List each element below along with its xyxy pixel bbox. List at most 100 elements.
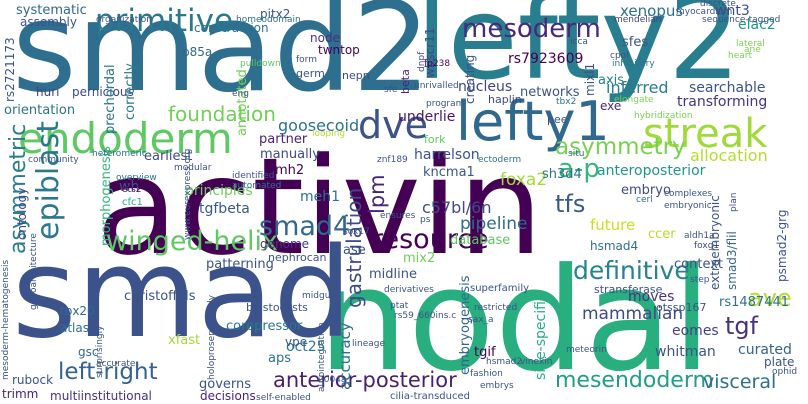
word-haplin: haplin (488, 93, 522, 106)
word-lateral: lateral (736, 39, 765, 49)
word-database: database (450, 233, 511, 248)
word-tbx2: tbx2 (556, 97, 577, 107)
word-stransferase: stransferase (594, 283, 663, 296)
word-mesoderm-hematogenesis: mesoderm-hematogenesis (1, 259, 11, 380)
word-mixl1: mixl1 (583, 62, 597, 96)
word-whitman: whitman (655, 344, 716, 360)
word-anterior-posterior: anterior-posterior (273, 368, 457, 392)
word-ase: ase (343, 243, 366, 258)
word-inferred: inferred (606, 78, 669, 97)
word-dve: dve (358, 103, 428, 147)
word-rubock: rubock (12, 373, 54, 387)
word-assembly: assembly (20, 15, 77, 29)
word-fork: fork (424, 133, 446, 146)
word-corepressor: corepressor (226, 319, 303, 334)
word-mh2: mh2 (275, 163, 305, 178)
word-ps: ps (420, 215, 431, 225)
word-allocation: allocation (690, 146, 768, 165)
word-rs1487441: rs1487441 (719, 295, 790, 310)
word-creating: creating (463, 54, 477, 104)
word-blastocysts: blastocysts (246, 301, 308, 314)
word-ptat: ptat (390, 301, 409, 311)
word-resource: resource (372, 224, 489, 255)
word-2004a: 2004a (318, 375, 347, 385)
word-midgut: midgut (302, 291, 334, 301)
word-cpol: cpol (610, 51, 629, 61)
word-smad: smad (12, 222, 353, 366)
word-tgif: tgif (474, 345, 496, 360)
word-trimm: trimm (2, 387, 39, 401)
word-curated: curated (738, 342, 792, 358)
word-eomes: eomes (672, 323, 719, 339)
word-looping: looping (312, 129, 346, 139)
word-lineage: lineage (352, 339, 386, 349)
word-endoderm: endoderm (18, 114, 233, 163)
word-xfast: xfast (168, 333, 201, 348)
word-midline: midline (369, 267, 417, 282)
word-moves: moves (628, 289, 675, 305)
word-discrete: discrete (700, 0, 736, 9)
word-morphogenesis: morphogenesis (99, 145, 114, 246)
word-pee: pee (547, 113, 568, 126)
word-hybridization: hybridization (634, 111, 693, 121)
word-program: program (426, 99, 465, 109)
word-cerl: cerl (636, 195, 653, 205)
word-orientation: orientation (4, 103, 76, 118)
word-genome: genome (260, 237, 310, 251)
word-rs2721173: rs2721173 (3, 37, 17, 102)
word-tgfbeta: tgfbeta (199, 201, 250, 217)
word-c57bl-6n: c57bl/6n (422, 198, 492, 217)
word-inhibitory: inhibitory (612, 59, 655, 69)
word-partner: partner (259, 132, 308, 147)
word-node: node (310, 31, 340, 45)
word-construction: construction (194, 21, 269, 35)
word-pitx2: pitx2 (260, 7, 291, 21)
word-prechordal: prechordal (103, 64, 118, 134)
word-accurate: accurate (96, 359, 136, 369)
word-automated: automated (232, 181, 282, 191)
word-huri: huri (36, 85, 60, 99)
word-beta: beta (399, 69, 412, 94)
word-cfc1: cfc1 (122, 197, 143, 208)
word-oct25: oct25 (286, 339, 326, 355)
word-complexes: complexes (664, 189, 713, 199)
word-winged-helix: winged-helix (106, 226, 279, 257)
word-earliest: earliest (144, 149, 193, 164)
word-anteroposterior: anteroposterior (597, 163, 706, 179)
word-ane: ane (744, 45, 761, 55)
word-autointegration: autointegration (317, 322, 327, 392)
word-rs59: rs59_660ins.c (394, 311, 457, 321)
word-homeodomain: homeodomain (236, 15, 301, 25)
word-mesendoderm: mesendoderm (555, 368, 714, 393)
word-modular: modular (174, 163, 212, 173)
word-context: context (674, 257, 723, 272)
word-otssp167: otssp167 (656, 301, 707, 314)
word-foxa2: foxa2 (500, 170, 548, 190)
word-ontology: ontology (15, 187, 29, 240)
word-mammalian: mammalian (582, 304, 684, 324)
word-principles: principles (185, 183, 253, 199)
word-atlas: atlas (60, 321, 89, 335)
word-rs7923609: rs7923609 (508, 51, 584, 67)
word-multiinstitutional: multiinstitutional (50, 389, 152, 403)
word-situ: situ (568, 149, 585, 159)
word-elongate: elongate (614, 95, 654, 105)
word-community: community (28, 155, 79, 165)
word-lpm: lpm (365, 174, 389, 214)
word-vpe: vpe (285, 335, 308, 349)
word-tfs: tfs (555, 190, 586, 218)
word-self-enabled: self-enabled (256, 393, 311, 403)
word-sox17: sox17 (343, 227, 370, 237)
word-www-eurexpress-org: www.eurexpress.org (183, 148, 193, 240)
word-icca: icca (570, 37, 588, 47)
word-definitive: definitive (573, 256, 690, 285)
word-nodal: nodal (318, 238, 712, 403)
word-eng: eng (232, 89, 249, 99)
word-nucleus: nucleus (458, 79, 513, 95)
word-meh1: meh1 (300, 189, 341, 205)
word-mendelian: mendelian (614, 15, 662, 25)
word-unrivalled: unrivalled (414, 81, 459, 91)
word-fashion: fashion (470, 369, 503, 379)
word-xenopus: xenopus (620, 2, 684, 20)
word-epiblast: epiblast (31, 121, 66, 240)
